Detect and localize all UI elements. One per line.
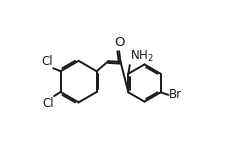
Text: O: O (113, 36, 124, 49)
Text: Cl: Cl (42, 97, 53, 110)
Text: Br: Br (168, 88, 181, 101)
Text: Cl: Cl (41, 55, 52, 68)
Text: NH$_2$: NH$_2$ (130, 49, 153, 64)
